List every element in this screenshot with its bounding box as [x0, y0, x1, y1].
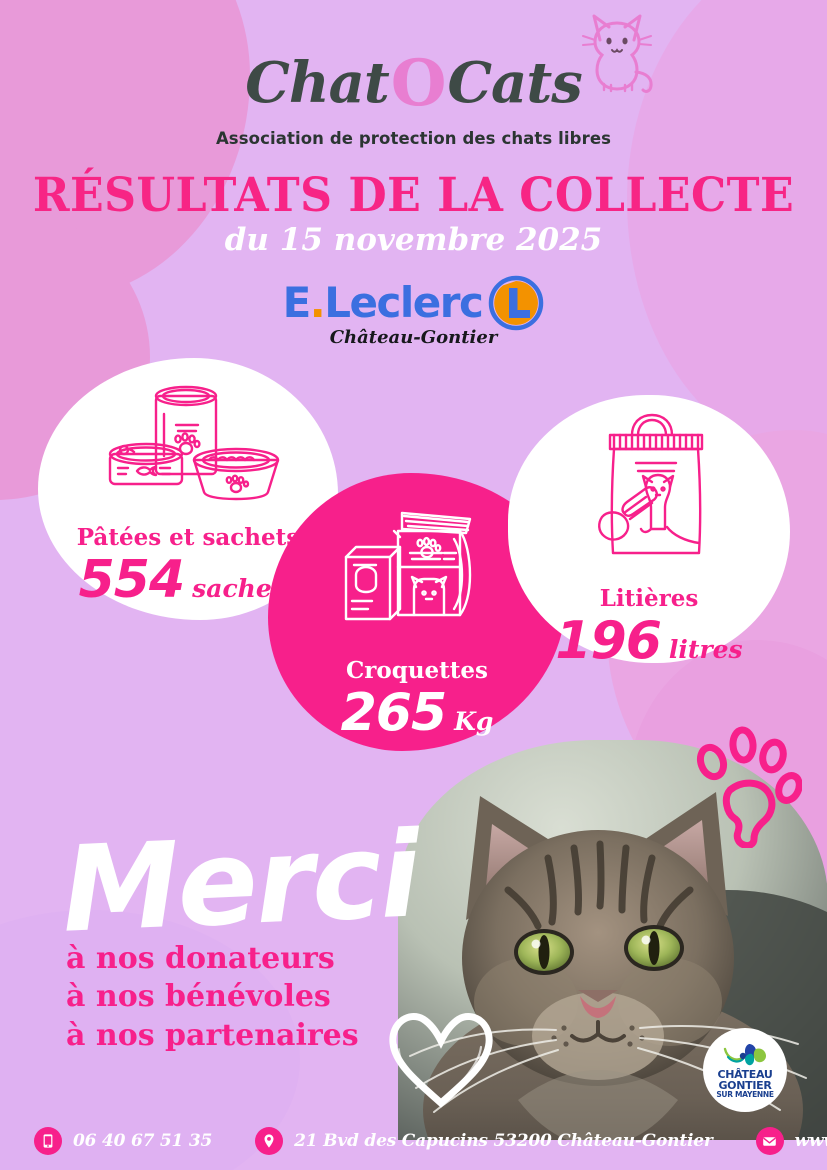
city-badge-line-3: SUR MAYENNE — [716, 1090, 774, 1100]
thanks-line-2: à nos bénévoles — [66, 979, 331, 1015]
stat-label: Pâtées et sachets — [76, 524, 300, 551]
chateau-gontier-mark-icon — [723, 1043, 766, 1066]
thanks-line-3: à nos partenaires — [66, 1017, 359, 1053]
envelope-icon — [755, 1127, 784, 1155]
tabby-cat-photo — [398, 740, 827, 1140]
city-badge-line-1: CHÂTEAU — [717, 1067, 773, 1081]
stat-value-row: 554 sachets — [38, 554, 338, 606]
city-partner-badge: CHÂTEAU GONTIER SUR MAYENNE — [703, 1028, 787, 1112]
paw-print-outline-icon — [696, 726, 802, 848]
partner-city: Château-Gontier — [329, 327, 498, 348]
partner-name-rest: Leclerc — [324, 278, 484, 327]
map-pin-icon — [255, 1127, 284, 1155]
partner-name-e: E — [282, 278, 312, 327]
page-subtitle: du 15 novembre 2025 — [224, 222, 603, 258]
logo-word-cats: Cats — [447, 50, 582, 116]
stat-value: 554 — [78, 550, 186, 610]
stat-label: Croquettes — [345, 657, 489, 684]
page-title: RÉSULTATS DE LA COLLECTE — [32, 168, 795, 223]
cat-line-icon — [581, 14, 653, 93]
partner-logo: E.Leclerc Château-Gontier — [0, 275, 827, 348]
mobile-phone-icon — [34, 1127, 62, 1155]
thanks-list: à nos donateurs à nos bénévoles à nos pa… — [66, 940, 359, 1055]
stat-value-row: 265 Kg — [268, 687, 566, 739]
kibble-bag-box-icon — [344, 511, 472, 621]
stat-value: 196 — [555, 611, 662, 671]
contact-website[interactable]: www.chatocats.fr — [755, 1127, 827, 1155]
stat-value-row: 196 litres — [508, 615, 790, 667]
logo-word-o: O — [390, 46, 447, 121]
stat-card-litieres: Litières 196 litres — [508, 395, 790, 667]
partner-name-dot: . — [309, 278, 326, 327]
contact-address-text: 21 Bvd des Capucins 53200 Château-Gontie… — [294, 1131, 713, 1151]
stat-caption: Litières 196 litres — [508, 587, 790, 667]
partner-name: E.Leclerc — [283, 282, 484, 324]
leclerc-l-mark-icon — [489, 275, 544, 331]
stat-caption: Croquettes 265 Kg — [268, 659, 566, 739]
stat-value: 265 — [340, 683, 448, 743]
stat-card-patees: Pâtées et sachets 554 sachets — [38, 358, 338, 620]
stat-caption: Pâtées et sachets 554 sachets — [38, 526, 338, 606]
city-badge-text: CHÂTEAU GONTIER SUR MAYENNE — [716, 1067, 774, 1100]
cat-food-cans-bowl-icon — [108, 385, 280, 501]
contact-phone[interactable]: 06 40 67 51 35 — [34, 1127, 212, 1155]
contact-address[interactable]: 21 Bvd des Capucins 53200 Château-Gontie… — [255, 1127, 713, 1155]
logo-tagline: Association de protection des chats libr… — [215, 129, 612, 148]
litter-bag-scoop-icon — [598, 413, 704, 555]
thanks-headline: Merci — [59, 805, 421, 959]
stat-unit: litres — [668, 635, 743, 664]
logo-wordmark: ChatOCats — [245, 14, 653, 116]
logo-word-chat: Chat — [245, 50, 389, 116]
stat-label: Litières — [599, 585, 699, 612]
contact-phone-text: 06 40 67 51 35 — [73, 1131, 213, 1151]
partner-logo-row: E.Leclerc — [283, 275, 545, 331]
association-logo: ChatOCats Association de protection des … — [0, 14, 827, 148]
contact-website-text: www.chatocats.fr — [794, 1131, 827, 1151]
thanks-line-1: à nos donateurs — [66, 941, 335, 976]
cat-photo-illustration — [398, 740, 827, 1140]
footer-contact-bar: 06 40 67 51 35 21 Bvd des Capucins 53200… — [0, 1112, 827, 1170]
stat-unit: Kg — [454, 707, 494, 736]
brush-heart-outline-icon — [389, 1013, 493, 1108]
city-badge-line-2: GONTIER — [718, 1079, 772, 1093]
